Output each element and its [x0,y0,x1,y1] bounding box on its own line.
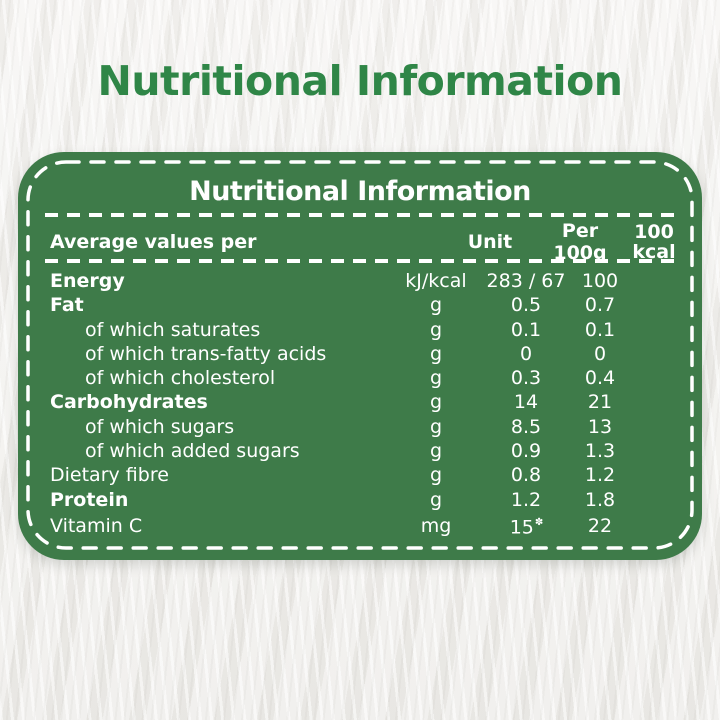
unit-value: g [429,464,443,487]
per-100g-value: 8.5 [510,415,542,438]
per-100kcal-value: 21 [587,391,613,414]
table-row-carbohydrates: Carbohydrates g 14 21 [18,390,648,414]
table-row-added-sugars: of which added sugars g 0.9 1.3 [18,439,648,463]
per-100kcal-value: 22 [587,514,613,537]
column-header-unit: Unit [467,231,513,253]
per-100g-value: 0.9 [510,440,542,463]
table-header-row: Average values per Unit Per 100g 100 kca… [18,220,702,264]
unit-value: g [429,391,443,414]
unit-value: g [429,440,443,463]
per-100g-value: 15✽ [478,512,574,540]
table-row-cholesterol: of which cholesterol g 0.3 0.4 [18,366,648,390]
per-100g-value: 1.2 [510,488,542,511]
column-header-average-values: Average values per [50,231,257,253]
table-row-vitamin-c: Vitamin C mg 15✽ 22 [18,512,648,539]
nutrient-label: of which saturates [85,318,261,341]
dashed-border [26,160,694,550]
table-row-dietary-fibre: Dietary fibre g 0.8 1.2 [18,463,648,487]
per-100g-value: 0.5 [510,294,542,317]
per-100g-value: 14 [513,391,539,414]
per-100g-value: 0.3 [510,367,542,390]
per-100g-value: 0.8 [510,464,542,487]
per-100kcal-value: 1.2 [584,464,616,487]
table-row-fat: Fat g 0.5 0.7 [18,293,648,317]
column-header-per-100kcal: 100 kcal [632,221,676,263]
per-100kcal-value: 0.1 [584,318,616,341]
per-100g-value: 0.1 [510,318,542,341]
unit-value: mg [420,514,452,537]
page-title: Nutritional Information [97,57,623,105]
table-row-saturates: of which saturates g 0.1 0.1 [18,318,648,342]
nutrition-panel: Nutritional Information Average values p… [18,152,702,560]
nutrient-label: Dietary fibre [50,464,169,487]
nutrient-label: of which cholesterol [85,367,276,390]
unit-value: g [429,294,443,317]
per-100g-value: 283 / 67 [486,270,566,292]
table-row-energy: Energy kJ/kcal 283 / 67 100 [18,269,648,293]
footnote-asterisk-icon: ✽ [534,516,544,528]
divider-header [45,259,677,263]
divider-top [45,213,677,217]
table-row-protein: Protein g 1.2 1.8 [18,488,648,512]
table-row-trans-fatty-acids: of which trans-fatty acids g 0 0 [18,342,648,366]
nutrient-label: of which added sugars [85,440,300,463]
per-100kcal-value: 100 [581,270,619,292]
nutrient-label: Protein [50,488,129,511]
nutrient-label: of which trans-fatty acids [85,342,327,365]
nutrient-label: Energy [50,270,125,292]
per-100g-number: 15 [509,516,534,539]
nutrient-label: Fat [50,294,84,317]
unit-value: g [429,367,443,390]
unit-value: g [429,415,443,438]
unit-value: g [429,318,443,341]
unit-value: g [429,342,443,365]
column-header-per-100g: Per 100g [553,220,607,264]
panel-title: Nutritional Information [189,176,531,207]
per-100kcal-value: 13 [587,415,613,438]
per-100kcal-value: 1.3 [584,440,616,463]
per-100kcal-value: 0 [593,342,607,365]
nutrient-label: Vitamin C [50,514,143,537]
unit-value: g [429,488,443,511]
per-100kcal-value: 0.4 [584,367,616,390]
per-100g-value: 0 [519,342,533,365]
per-100kcal-value: 0.7 [584,294,616,317]
nutrient-label: Carbohydrates [50,391,208,414]
per-100kcal-value: 1.8 [584,488,616,511]
nutrient-label: of which sugars [85,415,235,438]
table-row-sugars: of which sugars g 8.5 13 [18,415,648,439]
nutrition-table-body: Energy kJ/kcal 283 / 67 100 Fat g 0.5 0.… [18,269,648,539]
unit-value: kJ/kcal [405,270,467,292]
